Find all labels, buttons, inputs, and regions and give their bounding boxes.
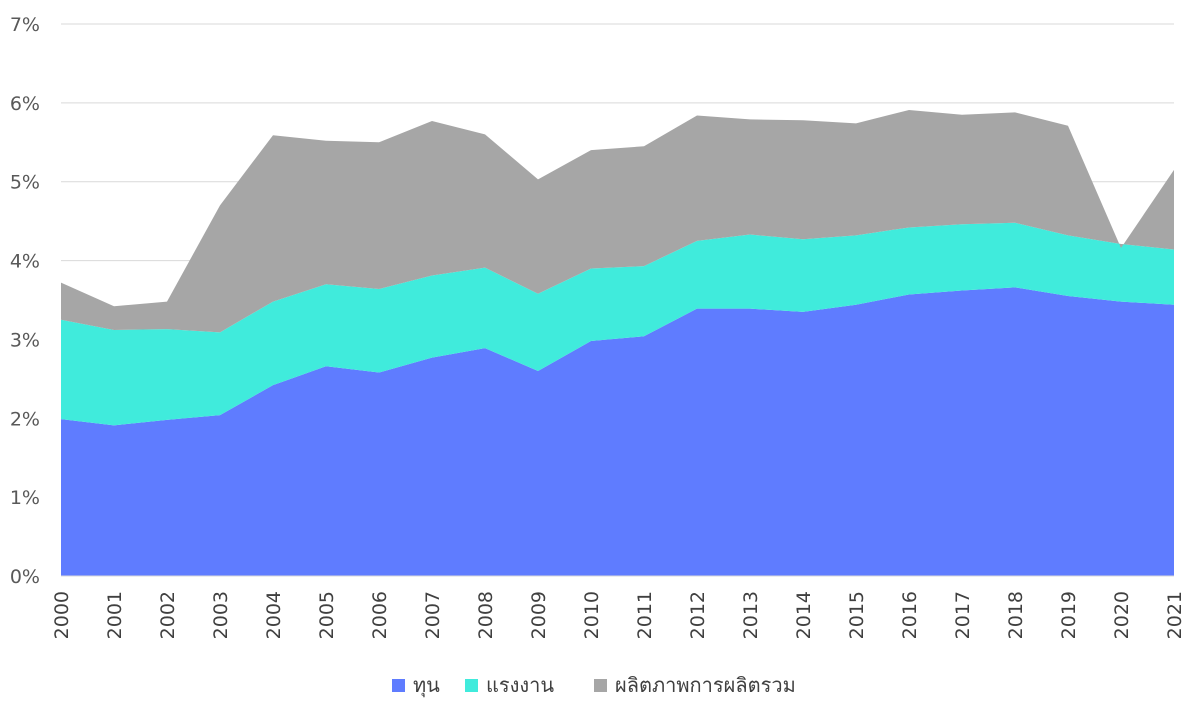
x-tick-label: 2001 [104,591,126,639]
area-series-2 [61,222,1174,426]
y-axis: 0% 1% 2% 3% 4% 5% 6% 7% [10,14,40,588]
x-axis: 2000 2001 2002 2003 2004 2005 2006 2007 2008 2009… [51,591,1186,639]
plot-area [61,109,1174,576]
x-tick-label: 2021 [1164,591,1186,639]
legend-label-2: แรงงาน [486,673,554,697]
y-tick-label: 0% [10,566,40,588]
x-tick-label: 2000 [51,591,73,639]
x-tick-label: 2002 [157,591,179,639]
x-tick-label: 2014 [793,591,815,639]
x-tick-label: 2009 [528,591,550,639]
y-tick-label: 4% [10,251,40,273]
y-tick-label: 7% [10,14,40,36]
legend: ทุน แรงงาน ผลิตภาพการผลิตรวม [392,673,796,698]
x-tick-label: 2013 [740,591,762,639]
x-tick-label: 2020 [1111,591,1133,639]
x-tick-label: 2017 [952,591,974,639]
x-tick-label: 2006 [369,591,391,639]
x-tick-label: 2007 [422,591,444,639]
x-tick-label: 2012 [687,591,709,639]
y-tick-label: 3% [10,329,40,351]
x-tick-label: 2010 [581,591,603,639]
x-tick-label: 2005 [316,591,338,639]
legend-swatch-2 [465,679,478,692]
x-tick-label: 2015 [846,591,868,639]
legend-label-3: ผลิตภาพการผลิตรวม [615,673,796,697]
x-tick-label: 2011 [634,591,656,639]
area-series-3 [61,109,1174,333]
x-tick-label: 2003 [210,591,232,639]
legend-swatch-1 [392,679,405,692]
legend-label-1: ทุน [413,673,440,698]
y-tick-label: 2% [10,408,40,430]
y-tick-label: 6% [10,93,40,115]
x-tick-label: 2004 [263,591,285,639]
x-tick-label: 2019 [1058,591,1080,639]
x-tick-label: 2018 [1005,591,1027,639]
x-tick-label: 2016 [899,591,921,639]
legend-swatch-3 [594,679,607,692]
area-series-1 [61,287,1174,576]
x-tick-label: 2008 [475,591,497,639]
y-tick-label: 1% [10,487,40,509]
y-tick-label: 5% [10,172,40,194]
